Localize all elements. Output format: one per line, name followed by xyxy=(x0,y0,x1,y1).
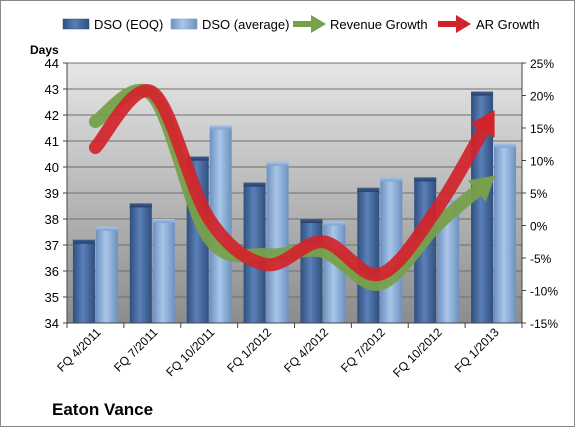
left-axis-ticks: 34 35 36 37 38 39 40 41 42 43 44 xyxy=(45,56,59,331)
bar-dso-eoq xyxy=(357,187,380,323)
bar-cap xyxy=(129,203,152,208)
bar-dso-average xyxy=(494,143,517,323)
legend-swatch-dso-average xyxy=(170,18,198,30)
legend-label-ar-growth: AR Growth xyxy=(476,17,540,32)
x-axis-ticks: FQ 4/2011 FQ 7/2011 FQ 10/2011 FQ 1/2012 FQ … xyxy=(54,325,502,380)
x-tick-label: FQ 10/2011 xyxy=(163,325,217,379)
y-tick-label: 41 xyxy=(45,134,59,149)
bar-dso-average xyxy=(380,177,403,323)
legend-label-revenue-growth: Revenue Growth xyxy=(330,17,428,32)
arrowhead-revenue-growth xyxy=(467,175,496,202)
x-tick-label: FQ 4/2012 xyxy=(281,325,331,375)
y-tick-label: 37 xyxy=(45,238,59,253)
bar-dso-average xyxy=(266,161,289,323)
bar-cap xyxy=(243,182,266,187)
x-tick-label: FQ 7/2012 xyxy=(338,325,388,375)
bar-cap xyxy=(414,177,437,182)
bar-cap xyxy=(494,143,517,148)
x-tick-label: FQ 7/2011 xyxy=(111,325,161,375)
arrow-line-ar-growth xyxy=(88,84,494,282)
y-tick-label: 42 xyxy=(45,108,59,123)
x-tick-label: FQ 1/2012 xyxy=(224,325,274,375)
legend-item-dso-eoq: DSO (EOQ) xyxy=(62,17,163,32)
y-tick-label: 44 xyxy=(45,56,59,71)
bar-cap xyxy=(323,221,346,226)
bar-cap xyxy=(471,91,494,96)
y2-tick-label: 25% xyxy=(530,57,554,71)
y2-tick-label: 10% xyxy=(530,155,554,169)
y-tick-label: 38 xyxy=(45,212,59,227)
company-name: Eaton Vance xyxy=(52,400,154,419)
bar-dso-eoq xyxy=(72,239,95,323)
legend-label-dso-average: DSO (average) xyxy=(202,17,289,32)
legend-arrowhead-revenue-growth xyxy=(311,15,326,33)
bar-cap xyxy=(186,156,209,161)
x-tick-label: FQ 4/2011 xyxy=(54,325,104,375)
bar-cap xyxy=(300,219,323,223)
legend-swatch-dso-eoq xyxy=(62,18,90,30)
bar-cap xyxy=(380,177,403,182)
legend-label-dso-eoq: DSO (EOQ) xyxy=(94,17,163,32)
bar-cap xyxy=(266,161,289,166)
y-tick-label: 40 xyxy=(45,160,59,175)
y2-tick-label: -15% xyxy=(530,317,558,331)
legend-item-dso-average: DSO (average) xyxy=(170,17,289,32)
bar-cap xyxy=(72,239,95,244)
bar-dso-average xyxy=(95,226,118,323)
y2-tick-label: 20% xyxy=(530,90,554,104)
arrowhead-ar-growth xyxy=(470,110,495,138)
legend: DSO (EOQ) DSO (average) Revenue Growth A… xyxy=(62,15,540,33)
right-axis-ticks: -15% -10% -5% 0% 5% 10% 15% 20% 25% xyxy=(522,57,558,331)
growth-arrows xyxy=(88,83,496,291)
bar-dso-average xyxy=(437,198,460,323)
y-tick-label: 39 xyxy=(45,186,59,201)
y-tick-label: 35 xyxy=(45,290,59,305)
bar-cap xyxy=(152,219,175,223)
legend-arrowhead-ar-growth xyxy=(456,15,471,33)
y-axis-title: Days xyxy=(30,43,59,57)
legend-item-ar-growth: AR Growth xyxy=(438,15,540,33)
legend-item-revenue-growth: Revenue Growth xyxy=(293,15,428,33)
bar-dso-eoq xyxy=(300,219,323,323)
y-tick-label: 36 xyxy=(45,264,59,279)
y-tick-label: 34 xyxy=(45,316,59,331)
y2-tick-label: 5% xyxy=(530,187,548,201)
y2-tick-label: -5% xyxy=(530,252,552,266)
y2-tick-label: 15% xyxy=(530,122,554,136)
bar-cap xyxy=(357,187,380,192)
bar-cap xyxy=(95,226,118,231)
bar-dso-average xyxy=(152,219,175,323)
bar-dso-eoq xyxy=(129,203,152,323)
y2-tick-label: -10% xyxy=(530,285,558,299)
x-tick-label: FQ 10/2012 xyxy=(390,325,445,380)
x-tick-label: FQ 1/2013 xyxy=(452,325,502,375)
bar-cap xyxy=(209,125,232,130)
y2-tick-label: 0% xyxy=(530,220,548,234)
y-tick-label: 43 xyxy=(45,82,59,97)
